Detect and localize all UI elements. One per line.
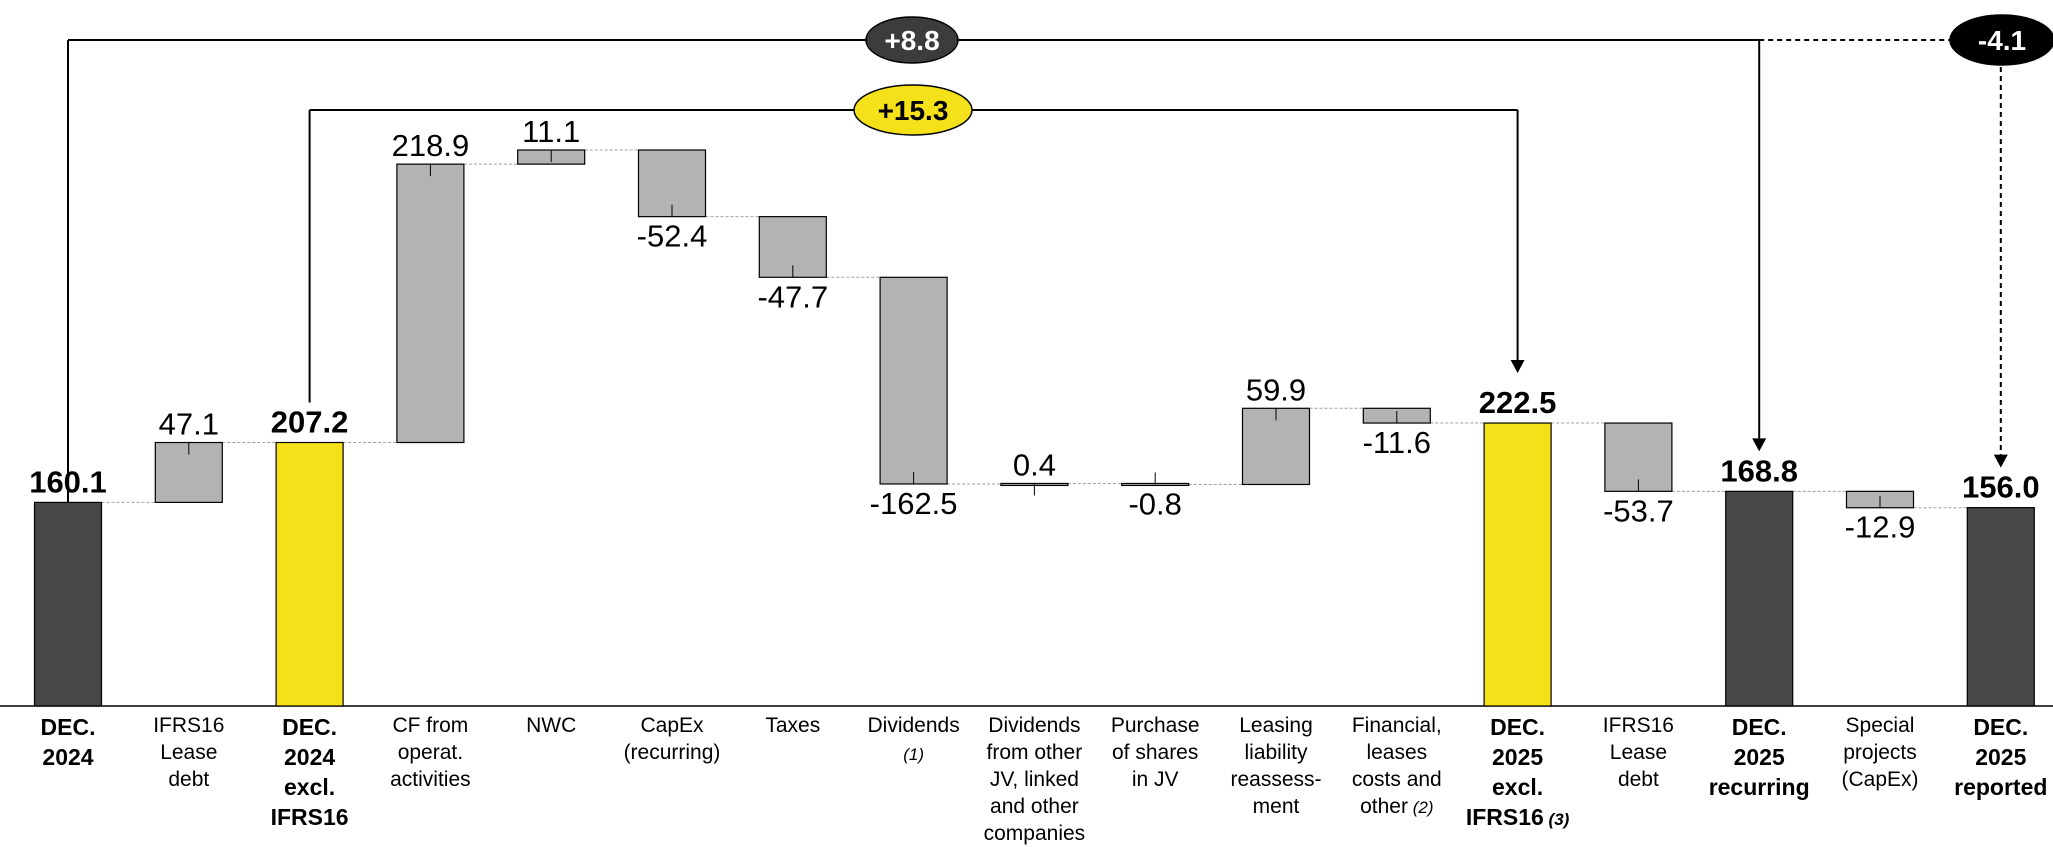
category-label: Special projects (CapEx): [1841, 714, 1919, 791]
category-label: DEC. 2024 excl. IFRS16: [270, 714, 349, 830]
category-label: Financial, leases costs and other (2): [1351, 714, 1442, 818]
bar: [1725, 490, 1794, 707]
bridge-label: +8.8: [884, 25, 939, 56]
bridge-badge: [865, 16, 959, 64]
bridge-badge: [1949, 14, 2053, 66]
bar: [879, 276, 948, 485]
value-label: 156.0: [1962, 470, 2040, 505]
category-label: IFRS16 Lease debt: [153, 714, 225, 791]
category-label: Dividends from other JV, linked and othe…: [983, 714, 1086, 845]
arrow-head: [1510, 360, 1525, 374]
arrow-head: [1993, 454, 2008, 468]
bridge-label: +15.3: [878, 95, 949, 126]
category-label: IFRS16 Lease debt: [1602, 714, 1674, 791]
value-label: -47.7: [757, 279, 828, 314]
bridge-badge: [853, 84, 973, 136]
category-label: DEC. 2025 recurring: [1708, 714, 1810, 800]
footnote-marker: (3): [1543, 810, 1570, 829]
value-label: -53.7: [1603, 493, 1674, 528]
category-label: Taxes: [765, 714, 821, 737]
category-label: DEC. 2024: [40, 714, 96, 770]
bar: [275, 441, 344, 707]
value-label: -12.9: [1845, 510, 1916, 545]
bar: [396, 163, 465, 444]
category-label: Dividends (1): [867, 714, 960, 764]
footnote-marker: (2): [1407, 798, 1434, 817]
value-label: -162.5: [870, 486, 958, 521]
category-label: CapEx (recurring): [623, 714, 721, 764]
value-label: 168.8: [1720, 453, 1798, 488]
value-label: 218.9: [392, 128, 470, 163]
value-label: -0.8: [1128, 486, 1181, 521]
footnote-marker: (1): [903, 745, 924, 764]
value-label: 207.2: [271, 405, 349, 440]
bar: [1483, 422, 1552, 707]
category-label: CF from operat. activities: [390, 714, 471, 791]
value-label: -11.6: [1363, 425, 1431, 460]
category-label: DEC. 2025 reported: [1954, 714, 2048, 800]
bar: [1241, 407, 1311, 486]
value-label: 11.1: [522, 114, 580, 149]
category-label: Leasing liability reassess- ment: [1230, 714, 1322, 818]
bridge-label: -4.1: [1978, 25, 2026, 56]
category-label: DEC. 2025 excl. IFRS16 (3): [1465, 714, 1570, 830]
value-label: 0.4: [1013, 447, 1056, 482]
category-label: Purchase of shares in JV: [1110, 714, 1200, 791]
value-label: -52.4: [637, 219, 708, 254]
category-label: NWC: [526, 714, 577, 737]
value-label: 222.5: [1479, 385, 1557, 420]
bar: [1966, 507, 2035, 707]
bar: [33, 501, 103, 707]
value-label: 47.1: [159, 407, 219, 442]
arrow-head: [1752, 438, 1767, 452]
value-label: 59.9: [1246, 372, 1306, 407]
